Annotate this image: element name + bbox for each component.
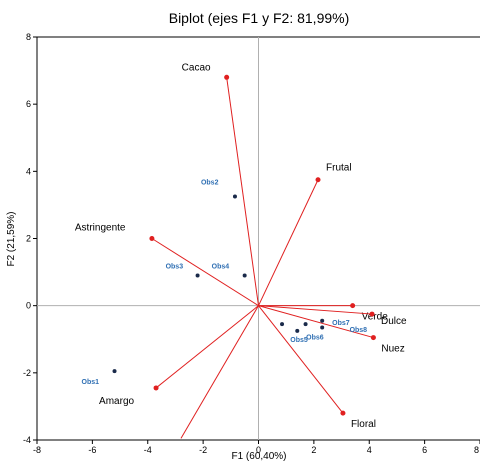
y-tick-label: 8: [26, 32, 31, 42]
variable-point: [369, 311, 375, 317]
variable-vector: [258, 179, 319, 306]
x-tick-label: -6: [88, 445, 96, 455]
y-tick-label: 4: [26, 166, 31, 176]
y-axis-title: F2 (21,59%): [6, 211, 17, 266]
variable-label: Floral: [351, 419, 376, 430]
observation-point: [280, 322, 285, 327]
x-tick-label: -2: [199, 445, 207, 455]
x-tick-label: 4: [367, 445, 372, 455]
observation-point: [295, 328, 300, 333]
variable-vector: [258, 305, 373, 315]
y-tick-label: 2: [26, 234, 31, 244]
variable-vector: [258, 305, 374, 339]
variable-point: [315, 177, 321, 183]
variable-label: Dulce: [381, 316, 407, 327]
variable-vector: [258, 305, 344, 414]
variable-point: [224, 74, 230, 80]
variable-vector: [155, 305, 259, 389]
observation-point: [320, 325, 325, 330]
observation-label: Obs6: [306, 334, 324, 341]
observation-point: [303, 322, 308, 327]
observation-label: Obs4: [212, 263, 230, 270]
observation-point: [320, 318, 325, 323]
variable-point: [350, 303, 356, 309]
variable-label: Verde: [362, 312, 389, 323]
x-axis-title: F1 (60,40%): [231, 451, 286, 462]
variable-vector: [151, 238, 259, 307]
observation-label: Obs7: [332, 320, 350, 327]
variable-point: [340, 410, 346, 416]
observation-label: Obs3: [166, 263, 184, 270]
variable-label: Astringente: [75, 223, 126, 234]
y-tick-label: 6: [26, 99, 31, 109]
variable-vector: [180, 305, 259, 439]
y-tick-label: -4: [23, 435, 31, 445]
variable-point: [149, 236, 155, 241]
plot-area: -8 -6 -4 -2 0 2 4 6 8 -4 -2 0 2 4 6 8 Cacao Frutal Astring…: [23, 32, 480, 455]
observation-point: [242, 273, 247, 278]
x-tick-label: 2: [311, 445, 316, 455]
variable-label: Cacao: [182, 62, 211, 73]
observation-label: Obs5: [290, 337, 308, 344]
observation-point: [195, 273, 200, 278]
y-tick-label: -2: [23, 368, 31, 378]
observation-point: [112, 369, 117, 374]
observation-label: Obs2: [201, 180, 219, 187]
variable-label: Nuez: [381, 344, 404, 355]
variable-point: [153, 385, 159, 391]
x-tick-label: 0: [256, 445, 261, 455]
variable-point: [370, 335, 376, 341]
chart-title: Biplot (ejes F1 y F2: 81,99%): [169, 10, 350, 26]
x-tick-label: -8: [33, 445, 41, 455]
observation-label: Obs1: [82, 379, 100, 386]
x-tick-label: 6: [422, 445, 427, 455]
observation-point: [232, 194, 237, 199]
variable-label: Frutal: [326, 163, 352, 174]
y-tick-label: 0: [26, 301, 31, 311]
variable-vector: [226, 77, 259, 306]
x-tick-label: 8: [474, 445, 479, 455]
x-tick-label: -4: [144, 445, 152, 455]
observation-label: Obs8: [350, 327, 368, 334]
variable-label: Amargo: [99, 396, 134, 407]
